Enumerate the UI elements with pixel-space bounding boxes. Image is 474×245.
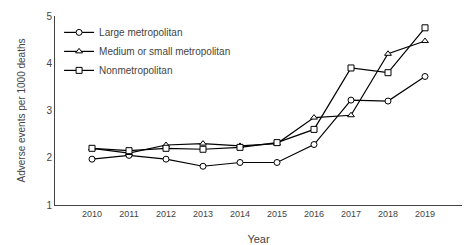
svg-text:2017: 2017: [341, 209, 361, 219]
svg-text:1: 1: [46, 200, 52, 211]
svg-text:2: 2: [46, 152, 52, 163]
svg-text:Year: Year: [247, 233, 270, 245]
svg-text:Nonmetropolitan: Nonmetropolitan: [99, 65, 172, 76]
svg-text:5: 5: [46, 11, 52, 22]
svg-text:Medium or small metropolitan: Medium or small metropolitan: [99, 46, 230, 57]
svg-text:2019: 2019: [415, 209, 435, 219]
svg-text:2012: 2012: [156, 209, 176, 219]
svg-text:3: 3: [46, 105, 52, 116]
svg-text:2015: 2015: [267, 209, 287, 219]
svg-text:Large metropolitan: Large metropolitan: [99, 27, 182, 38]
svg-text:2010: 2010: [82, 209, 102, 219]
svg-text:Adverse events per 1000 deaths: Adverse events per 1000 deaths: [16, 39, 27, 183]
svg-text:2018: 2018: [378, 209, 398, 219]
svg-text:2016: 2016: [304, 209, 324, 219]
svg-text:4: 4: [46, 58, 52, 69]
svg-text:2011: 2011: [119, 209, 138, 219]
svg-text:2014: 2014: [230, 209, 250, 219]
svg-text:2013: 2013: [193, 209, 213, 219]
